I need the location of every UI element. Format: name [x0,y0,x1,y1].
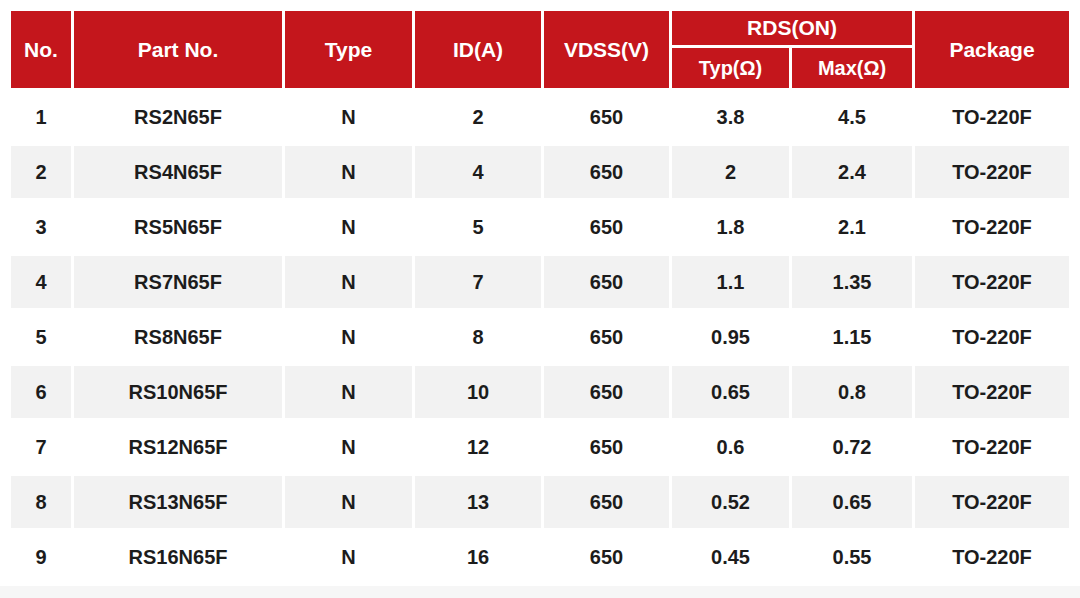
cell-vdss: 650 [544,421,669,473]
cell-no: 4 [11,256,71,308]
cell-vdss: 650 [544,146,669,198]
cell-rds-max: 0.55 [792,531,912,583]
cell-rds-typ: 0.95 [672,311,789,363]
cell-rds-typ: 0.6 [672,421,789,473]
cell-no: 7 [11,421,71,473]
cell-part-no: RS13N65F [74,476,282,528]
cell-part-no: RS12N65F [74,421,282,473]
cell-package: TO-220F [915,311,1069,363]
cell-no: 5 [11,311,71,363]
cell-rds-max: 1.35 [792,256,912,308]
cell-rds-typ: 0.65 [672,366,789,418]
table-row: 5 RS8N65F N 8 650 0.95 1.15 TO-220F [11,311,1069,363]
cell-package: TO-220F [915,91,1069,143]
mosfet-spec-table: No. Part No. Type ID(A) VDSS(V) RDS(ON) … [8,8,1072,586]
cell-rds-typ: 3.8 [672,91,789,143]
cell-type: N [285,531,412,583]
cell-type: N [285,311,412,363]
header-cell-id: ID(A) [415,11,541,88]
cell-id: 5 [415,201,541,253]
cell-id: 16 [415,531,541,583]
table-row: 1 RS2N65F N 2 650 3.8 4.5 TO-220F [11,91,1069,143]
cell-rds-max: 2.4 [792,146,912,198]
cell-type: N [285,366,412,418]
header-cell-vdss: VDSS(V) [544,11,669,88]
header-cell-typ: Typ(Ω) [672,48,789,88]
cell-id: 13 [415,476,541,528]
header-cell-rds-on: RDS(ON) [672,11,912,45]
cell-rds-max: 0.8 [792,366,912,418]
header-cell-no: No. [11,11,71,88]
cell-no: 3 [11,201,71,253]
cell-id: 7 [415,256,541,308]
cell-id: 10 [415,366,541,418]
cell-type: N [285,476,412,528]
table-row: 7 RS12N65F N 12 650 0.6 0.72 TO-220F [11,421,1069,473]
bottom-background-strip [0,586,1080,598]
page: No. Part No. Type ID(A) VDSS(V) RDS(ON) … [0,0,1080,598]
cell-rds-typ: 1.1 [672,256,789,308]
cell-part-no: RS4N65F [74,146,282,198]
cell-type: N [285,201,412,253]
cell-package: TO-220F [915,531,1069,583]
cell-rds-max: 2.1 [792,201,912,253]
cell-package: TO-220F [915,366,1069,418]
table-row: 2 RS4N65F N 4 650 2 2.4 TO-220F [11,146,1069,198]
cell-part-no: RS7N65F [74,256,282,308]
header-cell-part-no: Part No. [74,11,282,88]
cell-id: 12 [415,421,541,473]
mosfet-spec-table-wrap: No. Part No. Type ID(A) VDSS(V) RDS(ON) … [0,0,1080,586]
table-row: 9 RS16N65F N 16 650 0.45 0.55 TO-220F [11,531,1069,583]
cell-rds-typ: 0.52 [672,476,789,528]
cell-id: 8 [415,311,541,363]
cell-vdss: 650 [544,366,669,418]
header-cell-type: Type [285,11,412,88]
cell-package: TO-220F [915,421,1069,473]
cell-type: N [285,421,412,473]
cell-rds-typ: 2 [672,146,789,198]
cell-package: TO-220F [915,476,1069,528]
cell-id: 2 [415,91,541,143]
cell-vdss: 650 [544,531,669,583]
cell-part-no: RS5N65F [74,201,282,253]
cell-part-no: RS2N65F [74,91,282,143]
cell-no: 9 [11,531,71,583]
cell-no: 1 [11,91,71,143]
cell-type: N [285,256,412,308]
cell-vdss: 650 [544,476,669,528]
header-row-main: No. Part No. Type ID(A) VDSS(V) RDS(ON) … [11,11,1069,45]
cell-rds-max: 0.72 [792,421,912,473]
cell-rds-typ: 1.8 [672,201,789,253]
cell-package: TO-220F [915,146,1069,198]
cell-no: 2 [11,146,71,198]
cell-part-no: RS16N65F [74,531,282,583]
cell-part-no: RS8N65F [74,311,282,363]
cell-no: 8 [11,476,71,528]
cell-vdss: 650 [544,311,669,363]
cell-no: 6 [11,366,71,418]
cell-vdss: 650 [544,201,669,253]
cell-package: TO-220F [915,256,1069,308]
cell-vdss: 650 [544,256,669,308]
table-row: 8 RS13N65F N 13 650 0.52 0.65 TO-220F [11,476,1069,528]
cell-package: TO-220F [915,201,1069,253]
cell-part-no: RS10N65F [74,366,282,418]
cell-rds-typ: 0.45 [672,531,789,583]
table-row: 3 RS5N65F N 5 650 1.8 2.1 TO-220F [11,201,1069,253]
cell-id: 4 [415,146,541,198]
cell-type: N [285,91,412,143]
cell-type: N [285,146,412,198]
cell-rds-max: 0.65 [792,476,912,528]
header-cell-max: Max(Ω) [792,48,912,88]
cell-vdss: 650 [544,91,669,143]
table-row: 6 RS10N65F N 10 650 0.65 0.8 TO-220F [11,366,1069,418]
header-cell-package: Package [915,11,1069,88]
cell-rds-max: 1.15 [792,311,912,363]
cell-rds-max: 4.5 [792,91,912,143]
table-row: 4 RS7N65F N 7 650 1.1 1.35 TO-220F [11,256,1069,308]
